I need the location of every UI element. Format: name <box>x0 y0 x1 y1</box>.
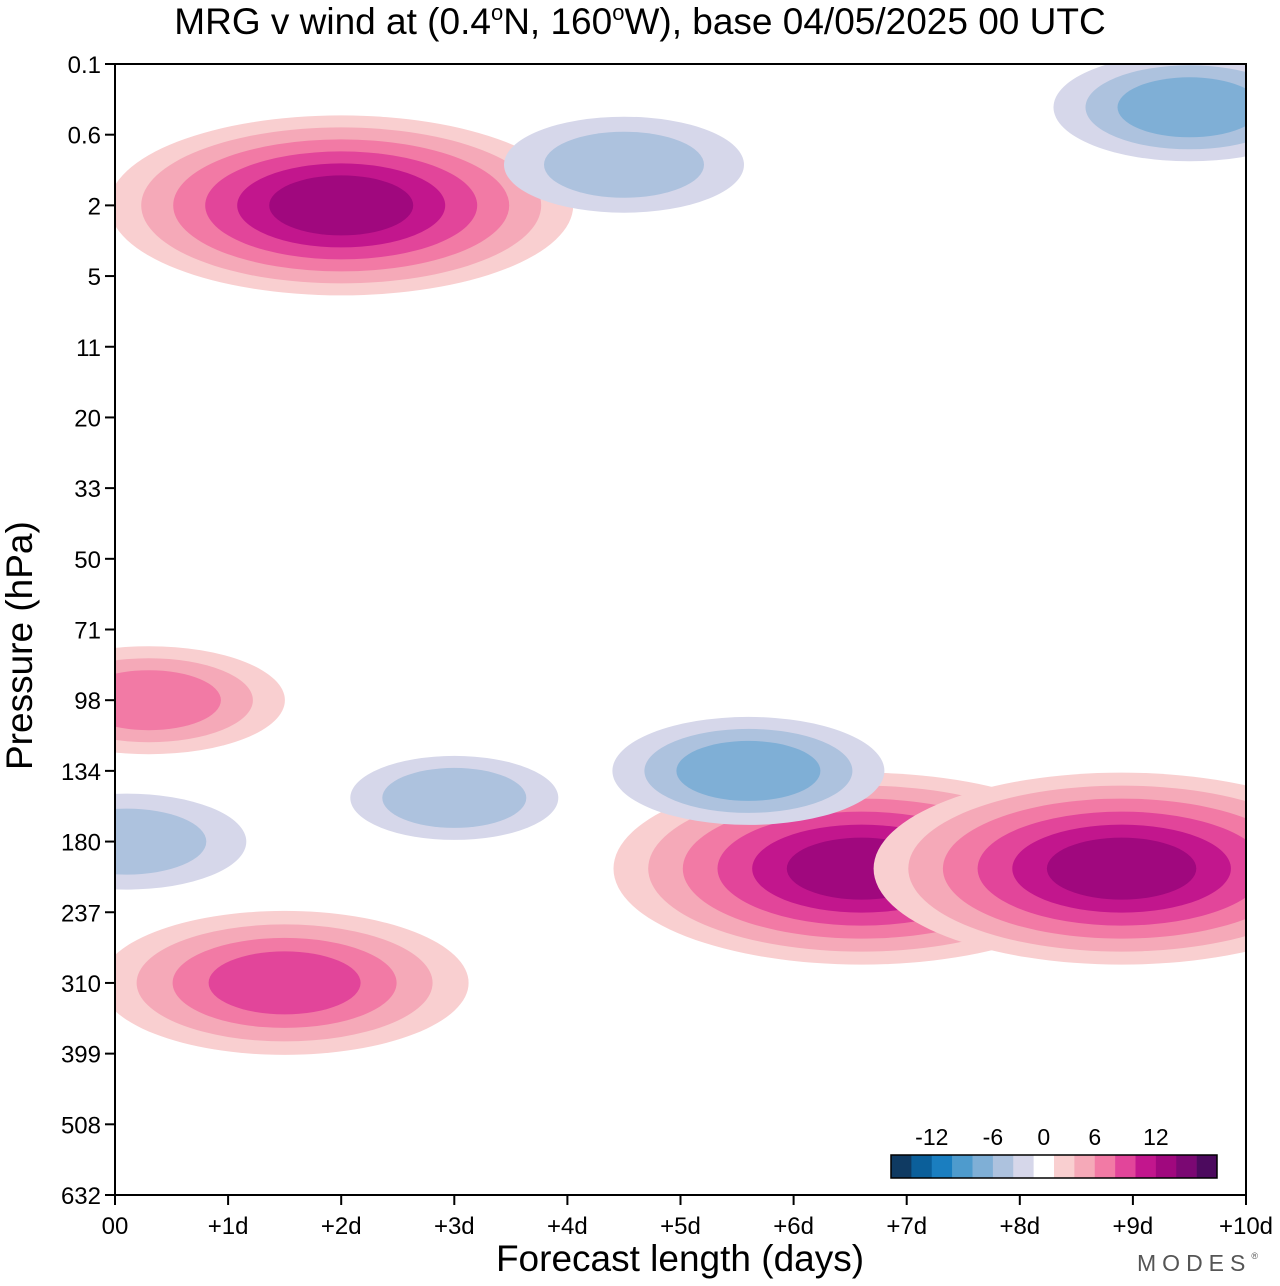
colorbar-swatch <box>891 1155 912 1178</box>
y-axis-ticks: 0.1 0.6 2 5 11 20 33 50 71 98 134 180 237 310 399 508 63… <box>61 52 115 1210</box>
y-tick-label: 632 <box>61 1183 101 1210</box>
y-tick-label: 237 <box>61 900 101 927</box>
y-tick-label: 50 <box>74 547 101 574</box>
contour-feature-4-level--4 <box>382 767 527 828</box>
colorbar-swatch <box>1176 1155 1197 1178</box>
colorbar-swatch <box>1074 1155 1096 1178</box>
y-tick-label: 399 <box>61 1042 101 1069</box>
colorbar-swatch <box>972 1155 994 1178</box>
colorbar-swatch <box>1094 1155 1116 1178</box>
colorbar-label: 12 <box>1143 1124 1169 1150</box>
y-tick-label: 33 <box>74 476 101 503</box>
y-tick-label: 508 <box>61 1112 101 1139</box>
contour-feature-5-level--4 <box>115 808 207 875</box>
x-tick-label: +10d <box>1219 1213 1273 1240</box>
contour-feature-9-level-6 <box>115 670 221 731</box>
colorbar-swatch <box>1054 1155 1075 1178</box>
x-tick-label: +9d <box>1113 1213 1154 1240</box>
y-tick-label: 71 <box>74 618 101 645</box>
y-tick-label: 11 <box>76 335 101 362</box>
colorbar-frame <box>890 1154 1218 1179</box>
y-tick-label: 2 <box>88 193 101 220</box>
x-axis-ticks: 00 +1d +2d +3d +4d +5d +6d +7d +8d +9d +10d <box>102 1195 1273 1240</box>
colorbar-label: 6 <box>1088 1124 1101 1150</box>
y-tick-label: 0.6 <box>68 123 101 150</box>
x-tick-label: 00 <box>102 1213 129 1240</box>
colorbar-swatch <box>992 1155 1014 1178</box>
y-tick-label: 0.1 <box>68 52 101 79</box>
colorbar-swatch <box>1155 1155 1177 1178</box>
contour-feature-7-level--6 <box>1117 77 1246 138</box>
contour-feature-8-level--4 <box>544 131 704 198</box>
x-tick-label: +1d <box>208 1213 249 1240</box>
x-tick-label: +7d <box>886 1213 927 1240</box>
x-tick-label: +6d <box>773 1213 814 1240</box>
colorbar-swatch <box>1135 1155 1157 1178</box>
y-tick-label: 134 <box>61 759 101 786</box>
x-tick-label: +3d <box>434 1213 475 1240</box>
x-tick-label: +5d <box>660 1213 701 1240</box>
colorbar-label: -6 <box>983 1124 1003 1150</box>
colorbar-label: 0 <box>1037 1124 1050 1150</box>
colorbar-label: -12 <box>915 1124 948 1150</box>
contour-feature-2-level-12 <box>1046 837 1197 900</box>
x-tick-label: +8d <box>999 1213 1040 1240</box>
colorbar: -12 -6 0 6 12 <box>890 1124 1218 1179</box>
colorbar-swatch <box>1196 1155 1218 1178</box>
colorbar-swatch <box>911 1155 933 1178</box>
chart-title: MRG v wind at (0.4oN, 160oW), base 04/05… <box>174 0 1106 42</box>
y-tick-label: 180 <box>61 830 101 857</box>
x-tick-label: +2d <box>321 1213 362 1240</box>
x-tick-label: +4d <box>547 1213 588 1240</box>
contour-feature-6-level-12 <box>269 175 414 236</box>
colorbar-swatch <box>931 1155 953 1178</box>
colorbar-swatch <box>952 1155 973 1178</box>
colorbar-swatch <box>1115 1155 1136 1178</box>
contour-fill-layer <box>115 64 1246 1055</box>
brand-logo: MODES® <box>1137 1250 1258 1276</box>
y-tick-label: 98 <box>74 688 101 715</box>
y-tick-label: 5 <box>88 264 101 291</box>
contour-feature-0-level-8 <box>208 951 361 1015</box>
contour-feature-3-level--6 <box>676 740 821 801</box>
y-tick-label: 20 <box>74 405 101 432</box>
colorbar-swatch <box>1033 1155 1055 1178</box>
x-axis-label: Forecast length (days) <box>495 1238 865 1279</box>
colorbar-swatch <box>1013 1155 1034 1178</box>
y-tick-label: 310 <box>61 971 101 998</box>
